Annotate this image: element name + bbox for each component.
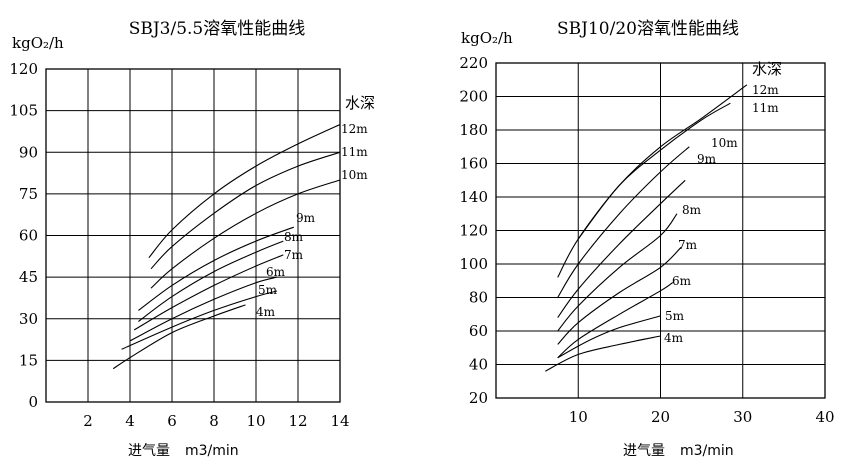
depth-label-4m: 4m [664,331,684,345]
plot-frame [495,62,826,399]
curve-10m [150,179,341,289]
depth-label-6m: 6m [672,274,692,288]
depth-label-6m: 6m [266,265,286,279]
depth-label-12m: 12m [752,83,779,97]
depth-label-9m: 9m [697,152,717,166]
x-tick-label: 14 [330,412,349,430]
y-tick-label: 120 [459,222,488,240]
x-tick-label: 8 [209,412,219,430]
curve-12m [557,84,748,278]
y-tick-label: 160 [459,155,488,173]
y-tick-label: 100 [459,255,488,273]
legend-title: 水深 [345,94,375,112]
y-tick-label: 0 [28,393,38,411]
y-tick-label: 40 [469,356,488,374]
y-tick-label: 30 [19,310,38,328]
curve-9m [557,179,686,318]
depth-label-11m: 11m [341,145,368,159]
chart-title: SBJ10/20溶氧性能曲线 [557,19,739,39]
chart-sbj3-5-5: SBJ3/5.5溶氧性能曲线 kgO₂/h 水深 进气量 m3/min 2 4 6 8… [9,19,375,459]
chart-sbj10-20: SBJ10/20溶氧性能曲线 kgO₂/h 水深 进气量 m3/min 10 20… [459,19,834,459]
x-axis-label: 进气量 [128,443,170,459]
depth-label-5m: 5m [665,309,685,323]
x-tick-label: 2 [83,412,93,430]
y-tick-label: 220 [459,54,488,72]
depth-label-5m: 5m [258,283,278,297]
x-axis-unit: m3/min [680,443,734,459]
x-tick-label: 12 [288,412,307,430]
depth-label-7m: 7m [284,248,304,262]
x-tick-label: 10 [569,408,588,426]
curve-9m [138,226,294,311]
y-tick-label: 15 [19,351,38,369]
legend-title: 水深 [752,60,782,78]
depth-label-12m: 12m [341,122,368,136]
y-tick-label: 200 [459,88,488,106]
curve-4m [545,335,661,372]
depth-label-8m: 8m [682,203,702,217]
depth-label-4m: 4m [256,305,276,319]
y-tick-label: 120 [9,60,38,78]
y-axis-unit: kgO₂/h [461,29,513,47]
y-tick-label: 45 [19,268,38,286]
curve-6m [129,276,278,342]
plot-frame [45,68,341,403]
y-tick-label: 180 [459,121,488,139]
depth-label-9m: 9m [296,211,316,225]
curve-5m [557,315,661,359]
y-axis-unit: kgO₂/h [12,34,64,52]
depth-label-10m: 10m [341,168,368,182]
depth-label-11m: 11m [752,101,779,115]
y-tick-label: 90 [19,143,38,161]
curve-8m [557,213,678,332]
x-axis-label: 进气量 [623,443,665,459]
x-tick-label: 40 [815,408,834,426]
chart-title: SBJ3/5.5溶氧性能曲线 [129,19,306,39]
y-tick-label: 75 [19,185,38,203]
x-tick-label: 10 [246,412,265,430]
curve-7m [133,254,284,331]
curve-6m [557,281,674,359]
depth-label-7m: 7m [678,238,698,252]
curve-4m [112,304,246,370]
curve-10m [557,146,690,298]
curve-11m [150,151,341,270]
curve-11m [577,102,731,240]
x-tick-label: 30 [733,408,752,426]
curve-8m [138,240,284,322]
depth-label-10m: 10m [711,136,738,150]
curve-5m [121,290,278,350]
y-tick-label: 80 [469,289,488,307]
curve-12m [148,123,341,259]
x-tick-label: 20 [651,408,670,426]
y-tick-label: 20 [469,389,488,407]
curve-7m [557,246,682,345]
y-tick-label: 105 [9,102,38,120]
x-tick-label: 6 [167,412,177,430]
x-axis-unit: m3/min [185,443,239,459]
depth-label-8m: 8m [284,230,304,244]
y-tick-label: 140 [459,188,488,206]
y-tick-label: 60 [469,322,488,340]
x-tick-label: 4 [125,412,135,430]
y-tick-label: 60 [19,227,38,245]
